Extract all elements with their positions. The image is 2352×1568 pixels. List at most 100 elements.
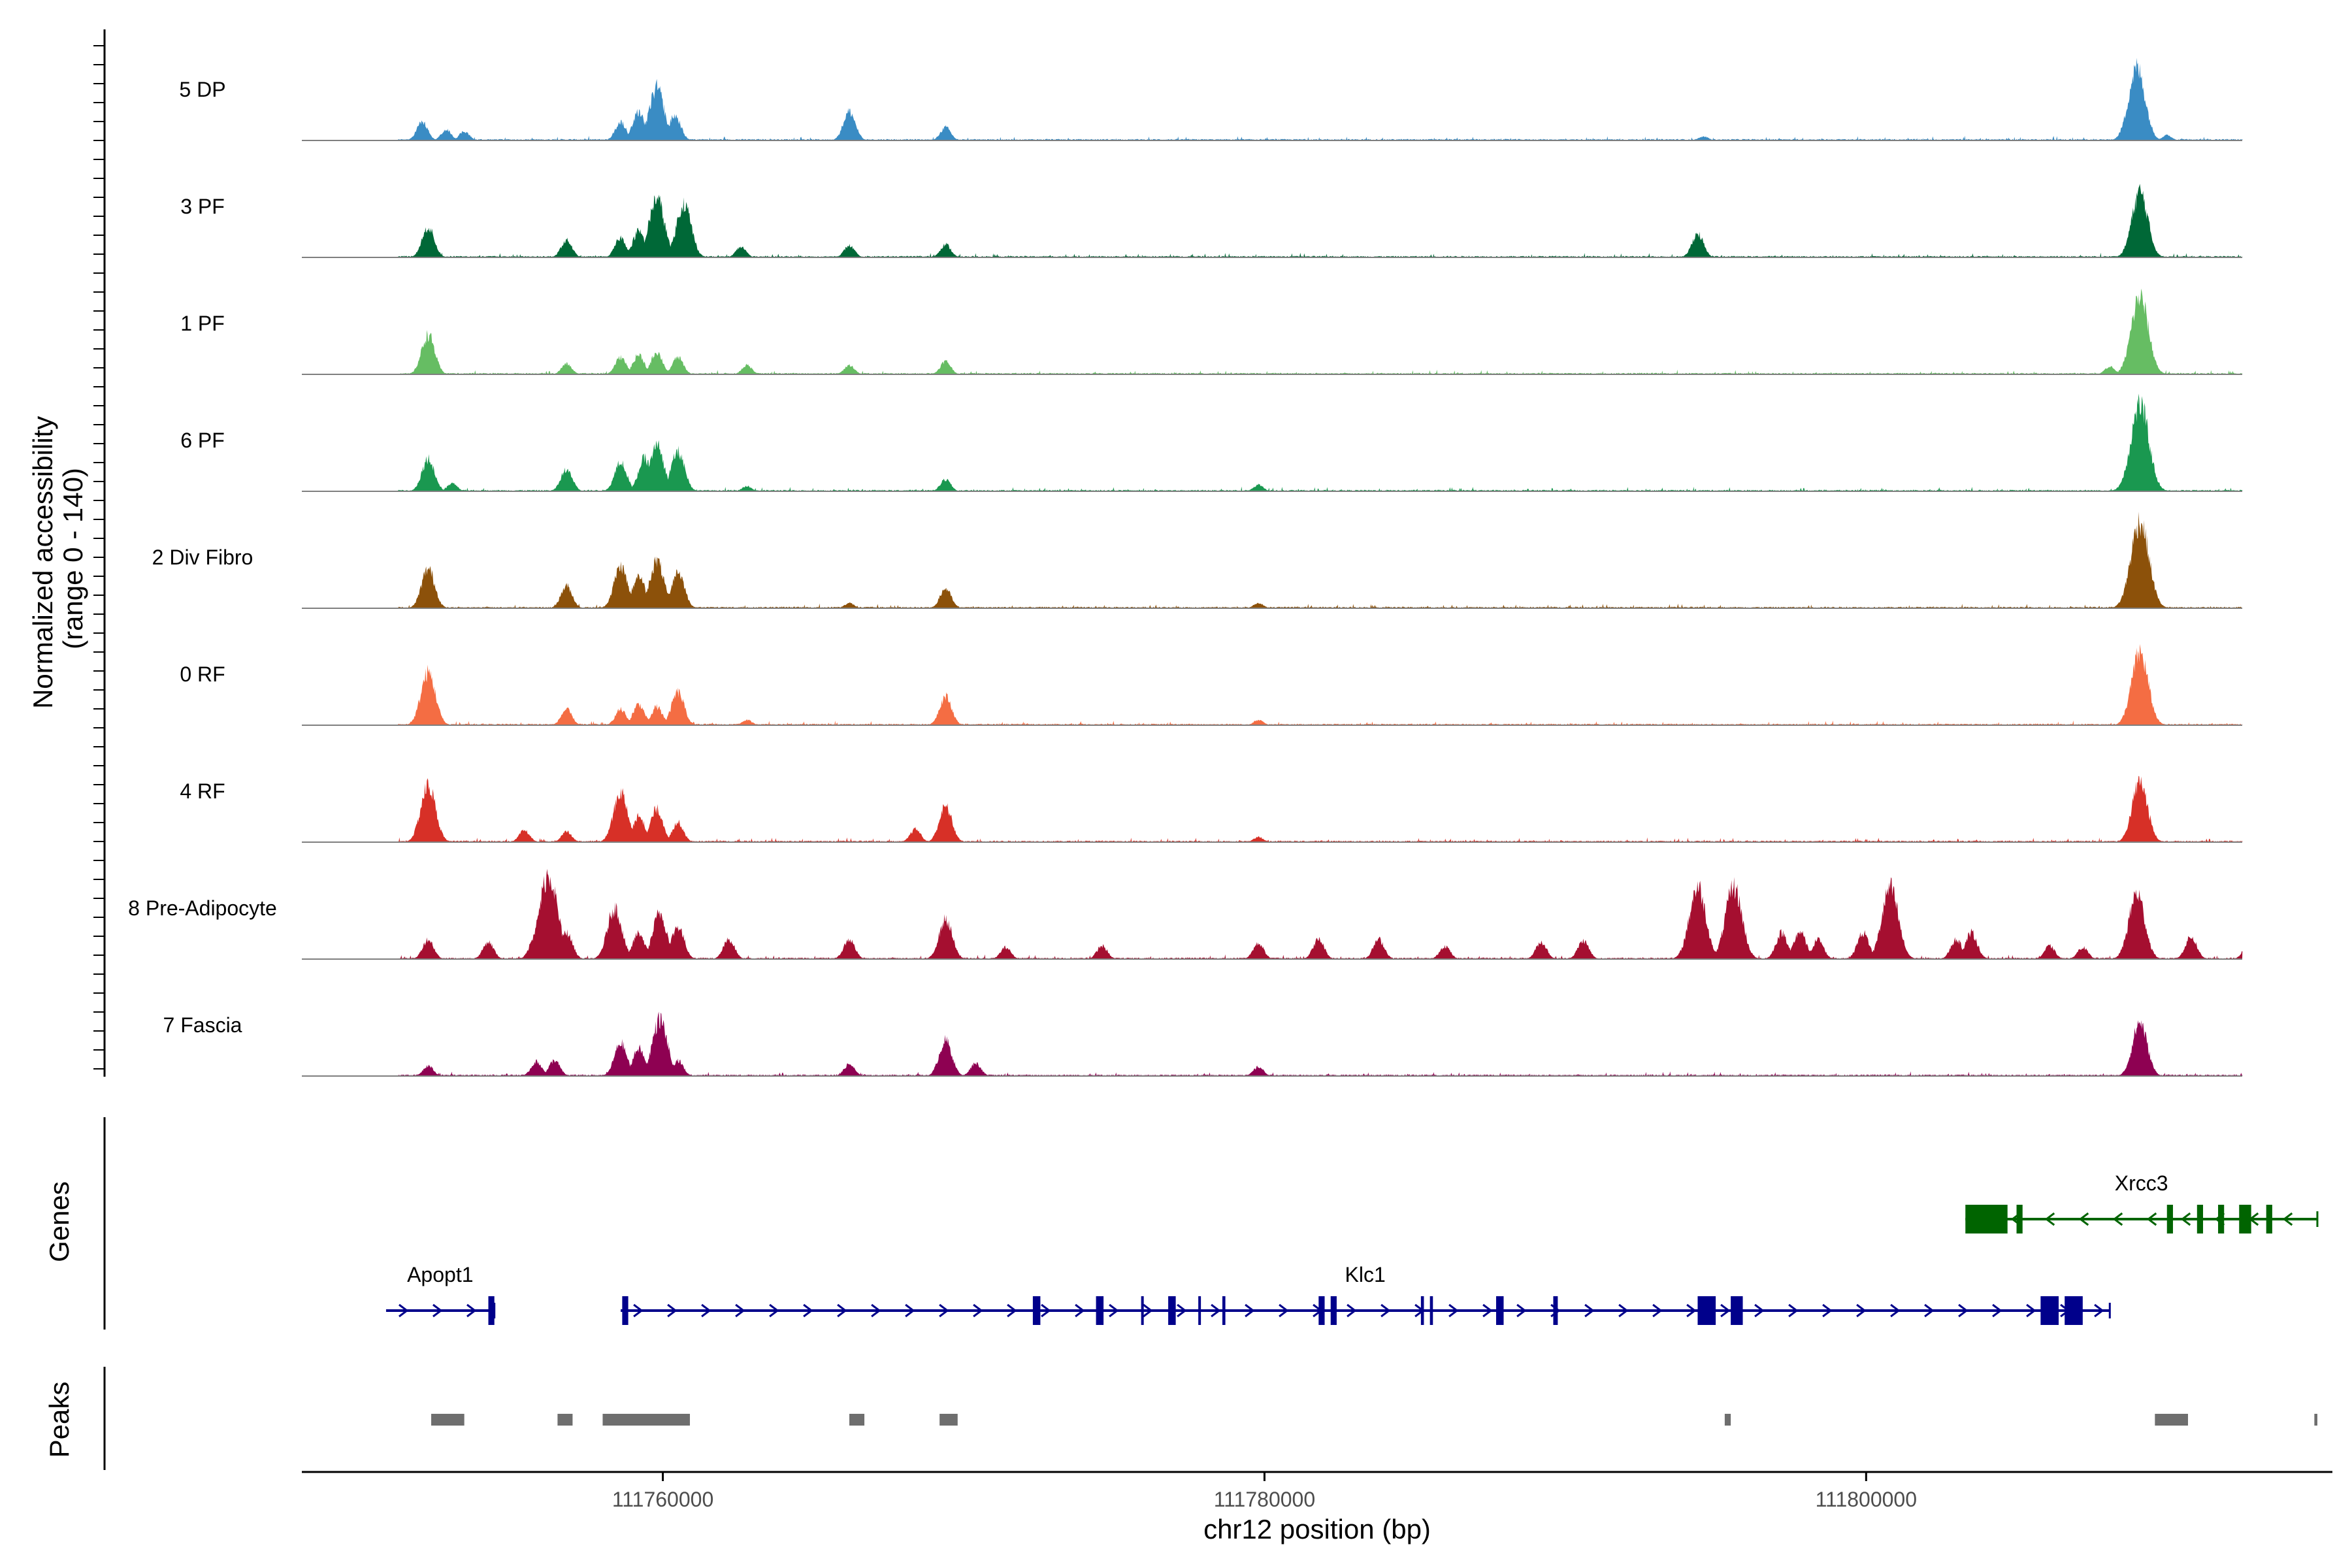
gene-strand-chevron bbox=[1007, 1303, 1017, 1318]
gene-label: Apopt1 bbox=[407, 1263, 473, 1286]
gene-strand-chevron bbox=[1482, 1303, 1493, 1318]
coverage-y-axis-title-line1: Normalized accessibility bbox=[27, 416, 58, 709]
gene-exon bbox=[2239, 1205, 2251, 1233]
peak-region bbox=[849, 1414, 865, 1426]
gene-strand-chevron bbox=[1720, 1303, 1731, 1318]
gene-exon bbox=[1330, 1296, 1337, 1325]
gene-strand-chevron bbox=[2026, 1303, 2036, 1318]
gene-strand-chevron bbox=[1279, 1303, 1289, 1318]
genes-panel-title: Genes bbox=[44, 1181, 74, 1262]
coverage-track: 5 DP bbox=[179, 57, 2243, 141]
peak-region bbox=[431, 1414, 465, 1426]
peak-region bbox=[557, 1414, 573, 1426]
gene-strand-chevron bbox=[2078, 1212, 2089, 1226]
gene-strand-chevron bbox=[2094, 1303, 2104, 1318]
gene-strand-chevron bbox=[1380, 1303, 1391, 1318]
gene-exon bbox=[2040, 1296, 2059, 1325]
x-axis-tick-label: 111800000 bbox=[1816, 1488, 1917, 1511]
gene-strand-chevron bbox=[1856, 1303, 1867, 1318]
gene-strand-chevron bbox=[735, 1303, 745, 1318]
gene-strand-chevron bbox=[871, 1303, 881, 1318]
gene-strand-chevron bbox=[2180, 1212, 2191, 1226]
peaks-panel-title: Peaks bbox=[44, 1382, 74, 1458]
gene-exon bbox=[1495, 1296, 1504, 1325]
gene-strand-chevron bbox=[905, 1303, 915, 1318]
coverage-track-label: 1 PF bbox=[180, 312, 225, 335]
gene-strand-chevron bbox=[1788, 1303, 1799, 1318]
gene-strand-chevron bbox=[939, 1303, 949, 1318]
coverage-y-axis-title: Normalized accessibility (range 0 - 140) bbox=[27, 408, 88, 709]
coverage-track-label: 3 PF bbox=[180, 195, 225, 218]
peak-region bbox=[939, 1414, 958, 1426]
coverage-track-label: 7 Fascia bbox=[163, 1013, 242, 1037]
gene-strand-chevron bbox=[1754, 1303, 1765, 1318]
gene-strand-chevron bbox=[1958, 1303, 1968, 1318]
coverage-track: 8 Pre-Adipocyte bbox=[128, 868, 2243, 960]
peak-region bbox=[602, 1414, 690, 1426]
x-axis-ticks: 111760000 111780000 111800000 bbox=[612, 1472, 1917, 1511]
gene-exon bbox=[622, 1296, 629, 1325]
gene-strand-chevron bbox=[1890, 1303, 1901, 1318]
gene-exon bbox=[1096, 1296, 1104, 1325]
gene-model: Klc1 bbox=[621, 1263, 2111, 1325]
gene-exon bbox=[1420, 1296, 1424, 1325]
gene-strand-chevron bbox=[837, 1303, 847, 1318]
gene-exon bbox=[1318, 1296, 1325, 1325]
coverage-track: 0 RF bbox=[180, 644, 2243, 726]
gene-exon bbox=[488, 1296, 495, 1325]
gene-strand-chevron bbox=[1075, 1303, 1085, 1318]
gene-exon bbox=[1731, 1296, 1743, 1325]
gene-exon bbox=[2197, 1205, 2204, 1233]
gene-exon bbox=[1553, 1296, 1558, 1325]
gene-strand-chevron bbox=[1245, 1303, 1255, 1318]
gene-strand-chevron bbox=[1686, 1303, 1697, 1318]
x-axis-title: chr12 position (bp) bbox=[1203, 1514, 1431, 1544]
gene-strand-chevron bbox=[1177, 1303, 1187, 1318]
gene-strand-chevron bbox=[1516, 1303, 1527, 1318]
coverage-track-label: 2 Div Fibro bbox=[152, 546, 253, 569]
coverage-track-label: 0 RF bbox=[180, 662, 225, 686]
peak-region bbox=[1724, 1414, 1731, 1426]
coverage-track-label: 8 Pre-Adipocyte bbox=[128, 896, 277, 920]
genes-track: Apopt1 Klc1 Xrcc3 bbox=[385, 1171, 2319, 1325]
coverage-track-label: 4 RF bbox=[180, 779, 225, 803]
peak-region bbox=[2155, 1414, 2188, 1426]
coverage-y-ticks bbox=[93, 45, 105, 1070]
gene-strand-chevron bbox=[433, 1303, 443, 1318]
gene-exon bbox=[1965, 1205, 2008, 1233]
gene-strand-chevron bbox=[701, 1303, 711, 1318]
gene-strand-chevron bbox=[1992, 1303, 2002, 1318]
gene-strand-chevron bbox=[1041, 1303, 1051, 1318]
gene-exon bbox=[1429, 1296, 1433, 1325]
gene-strand-chevron bbox=[2146, 1212, 2157, 1226]
coverage-area bbox=[398, 868, 2243, 959]
peak-region bbox=[2314, 1414, 2317, 1426]
gene-strand-chevron bbox=[1143, 1303, 1153, 1318]
coverage-track: 4 RF bbox=[180, 776, 2243, 843]
peaks-track bbox=[431, 1414, 2317, 1426]
gene-strand-chevron bbox=[1618, 1303, 1629, 1318]
gene-strand-chevron bbox=[1822, 1303, 1833, 1318]
coverage-track: 7 Fascia bbox=[163, 1011, 2243, 1077]
gene-strand-chevron bbox=[2044, 1212, 2055, 1226]
gene-exon bbox=[2016, 1205, 2023, 1233]
gene-strand-chevron bbox=[769, 1303, 779, 1318]
gene-exon bbox=[1141, 1296, 1144, 1325]
gene-exon bbox=[1198, 1296, 1201, 1325]
coverage-track-label: 6 PF bbox=[180, 429, 225, 452]
gene-strand-chevron bbox=[1448, 1303, 1459, 1318]
coverage-track: 3 PF bbox=[180, 184, 2243, 258]
gene-exon bbox=[2065, 1296, 2083, 1325]
gene-strand-chevron bbox=[2112, 1212, 2123, 1226]
x-axis-tick-label: 111760000 bbox=[612, 1488, 713, 1511]
coverage-track-label: 5 DP bbox=[179, 78, 225, 101]
x-axis-tick-label: 111780000 bbox=[1214, 1488, 1315, 1511]
gene-strand-chevron bbox=[1211, 1303, 1221, 1318]
coverage-track: 1 PF bbox=[180, 288, 2243, 375]
gene-exon bbox=[2218, 1205, 2225, 1233]
gene-exon bbox=[2166, 1205, 2173, 1233]
coverage-track: 6 PF bbox=[180, 393, 2243, 492]
gene-strand-chevron bbox=[1652, 1303, 1663, 1318]
